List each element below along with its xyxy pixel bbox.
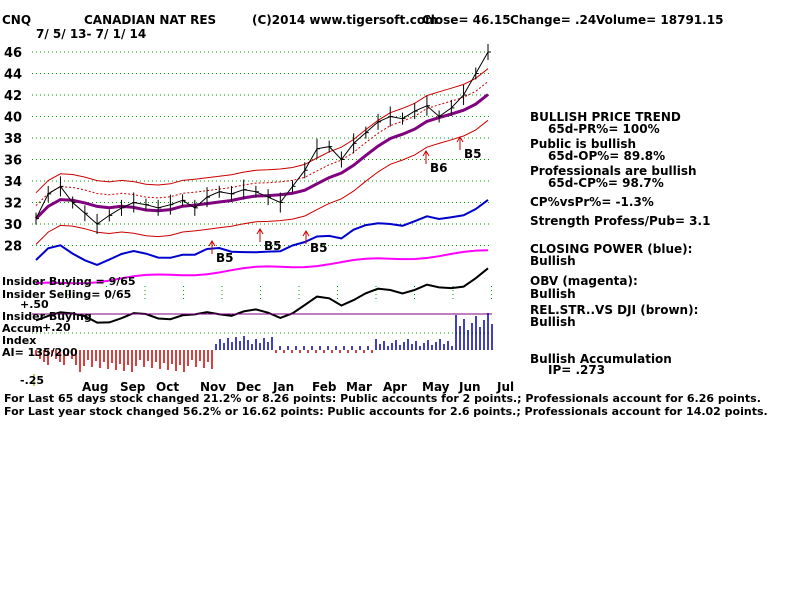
signal-label: B5: [264, 239, 282, 253]
y-tick-label: 32: [4, 197, 22, 212]
closing-power-line: [35, 199, 489, 266]
x-tick-label: Mar: [346, 380, 372, 394]
axis-minus25: -.25: [20, 374, 45, 387]
obv-title: OBV (magenta):: [530, 274, 638, 288]
change-value: Change= .24: [510, 13, 597, 27]
pro-title: Professionals are bullish: [530, 164, 697, 178]
y-tick-label: 36: [4, 154, 22, 169]
x-tick-label: Feb: [312, 380, 337, 394]
trend-value: 65d-PR%= 100%: [548, 122, 660, 136]
footer-line-1: For Last 65 days stock changed 21.2% or …: [4, 392, 761, 405]
copyright: (C)2014 www.tigersoft.com: [252, 13, 438, 27]
close-value: Close= 46.15: [422, 13, 511, 27]
stock-name: CANADIAN NAT RES: [84, 13, 217, 27]
public-title: Public is bullish: [530, 137, 637, 151]
y-tick-label: 44: [4, 68, 22, 83]
ip-value: IP= .273: [548, 363, 606, 377]
footer-line-2: For Last year stock changed 56.2% or 16.…: [4, 405, 768, 418]
ai-label: AI= 135/200: [2, 346, 78, 359]
price-line: [35, 51, 489, 225]
x-tick-label: Nov: [200, 380, 226, 394]
volume-value: Volume= 18791.15: [596, 13, 724, 27]
axis-plus20: +.20: [42, 321, 71, 334]
cp-value: Bullish: [530, 254, 576, 268]
signal-arrowhead: [256, 228, 264, 235]
y-tick-label: 30: [4, 218, 22, 233]
x-tick-label: Sep: [120, 380, 146, 394]
y-tick-label: 40: [4, 111, 22, 126]
y-tick-label: 28: [4, 240, 22, 255]
y-tick-label: 46: [4, 46, 22, 61]
y-tick-label: 42: [4, 89, 22, 104]
signal-arrowhead: [456, 136, 464, 143]
date-range: 7/ 5/ 13- 7/ 1/ 14: [36, 27, 147, 41]
strength: Strength Profess/Pub= 3.1: [530, 214, 711, 228]
obv-line: [35, 249, 489, 285]
signal-label: B5: [310, 241, 328, 255]
accum-title: Bullish Accumulation: [530, 352, 672, 366]
rel-title: REL.STR..VS DJI (brown):: [530, 303, 699, 317]
upper-band: [35, 68, 489, 194]
signal-label: B5: [464, 147, 482, 161]
x-tick-label: Dec: [236, 380, 261, 394]
x-tick-label: Jun: [458, 380, 481, 394]
lower-band: [35, 119, 489, 245]
rel-value: Bullish: [530, 315, 576, 329]
ticker: CNQ: [2, 13, 32, 27]
insider-buying-label-2: Insider Buying: [2, 310, 92, 323]
x-tick-label: Aug: [82, 380, 108, 394]
x-tick-label: May: [422, 380, 450, 394]
x-tick-label: Jan: [272, 380, 294, 394]
index-label: Index: [2, 334, 37, 347]
x-tick-label: Apr: [383, 380, 407, 394]
x-tick-label: Jul: [496, 380, 514, 394]
public-value: 65d-OP%= 89.8%: [548, 149, 666, 163]
axis-plus50: +.50: [20, 298, 49, 311]
signal-arrowhead: [302, 230, 310, 237]
signal-arrowhead: [208, 240, 216, 247]
accum-label: Accum: [2, 322, 43, 335]
y-tick-label: 34: [4, 175, 22, 190]
x-tick-label: Oct: [156, 380, 179, 394]
cpvspr: CP%vsPr%= -1.3%: [530, 195, 654, 209]
pro-value: 65d-CP%= 98.7%: [548, 176, 664, 190]
y-tick-label: 38: [4, 132, 22, 147]
insider-buying-label: Insider Buying = 9/65: [2, 275, 136, 288]
moving-average: [34, 93, 489, 220]
rel-strength-line: [35, 267, 489, 324]
cp-title: CLOSING POWER (blue):: [530, 242, 693, 256]
obv-value: Bullish: [530, 287, 576, 301]
trend-title: BULLISH PRICE TREND: [530, 110, 681, 124]
signal-label: B5: [216, 251, 234, 265]
signal-label: B6: [430, 161, 448, 175]
signal-arrowhead: [422, 150, 430, 157]
insider-selling-label: Insider Selling= 0/65: [2, 288, 132, 301]
